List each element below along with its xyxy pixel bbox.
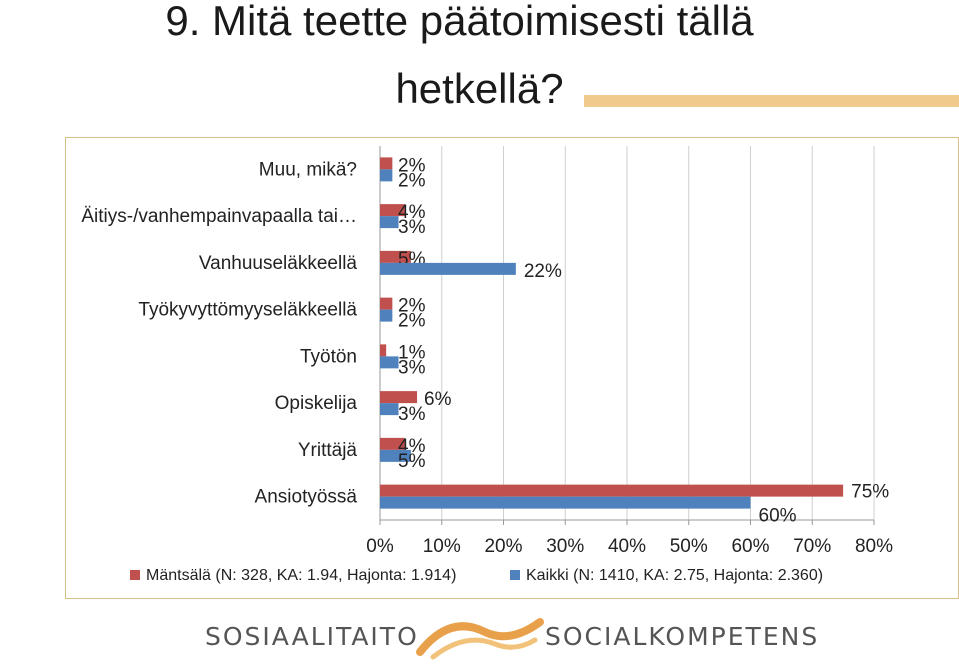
category-label: Vanhuuseläkkeellä [199,253,358,274]
bar-kaikki [380,309,393,322]
bar-kaikki [380,169,393,182]
data-label: 22% [524,261,562,282]
x-tick-label: 50% [670,536,708,557]
x-tick-label: 30% [546,536,584,557]
category-label: Ansiotyössä [255,487,358,508]
data-label: 6% [424,389,452,410]
category-label: Työkyvyttömyyseläkkeellä [138,300,357,321]
data-label: 60% [759,506,797,527]
data-label: 3% [398,404,426,425]
data-label: 2% [398,170,426,191]
legend-label: Kaikki (N: 1410, KA: 2.75, Hajonta: 2.36… [526,567,823,584]
legend-label: Mäntsälä (N: 328, KA: 1.94, Hajonta: 1.9… [146,567,456,584]
bar-mantsala [380,204,405,217]
bar-mantsala [380,297,393,310]
x-tick-label: 10% [423,536,461,557]
x-tick-label: 0% [366,536,394,557]
data-label: 2% [398,296,426,317]
bar-mantsala [380,157,393,170]
category-label: Yrittäjä [298,440,358,461]
bar-kaikki [380,216,399,229]
x-tick-label: 20% [484,536,522,557]
page-title-line-1: 9. Mitä teette päätoimisesti tällä [165,0,754,44]
data-label: 2% [398,155,426,176]
x-tick-label: 80% [855,536,893,557]
logo-text-left: SOSIAALITAITO [205,622,419,651]
bar-mantsala [380,344,387,357]
bar-kaikki [380,449,411,462]
bar-mantsala [380,391,418,404]
data-label: 75% [851,482,889,503]
data-label: 1% [398,342,426,363]
data-label: 4% [398,202,426,223]
bar-mantsala [380,484,844,497]
bar-mantsala [380,437,405,450]
x-tick-label: 70% [793,536,831,557]
logo-text-right: SOCIALKOMPETENS [545,622,820,651]
bar-kaikki [380,356,399,369]
x-tick-label: 40% [608,536,646,557]
data-label: 3% [398,357,426,378]
data-label: 3% [398,217,426,238]
data-label: 5% [398,451,426,472]
title-accent-bar [584,95,959,107]
x-tick-label: 60% [731,536,769,557]
category-label: Työtön [300,346,357,367]
data-label: 2% [398,311,426,332]
bar-kaikki [380,496,751,509]
logo-swoosh-icon [416,618,544,660]
legend-swatch [130,570,140,580]
category-label: Muu, mikä? [259,159,357,180]
category-label: Äitiys-/vanhempainvapaalla tai… [81,206,357,227]
page-title-line-2: hetkellä? [395,65,564,112]
bar-kaikki [380,403,399,416]
legend-swatch [510,570,520,580]
category-label: Opiskelija [275,393,358,414]
bar-mantsala [380,250,411,263]
bar-kaikki [380,262,516,275]
